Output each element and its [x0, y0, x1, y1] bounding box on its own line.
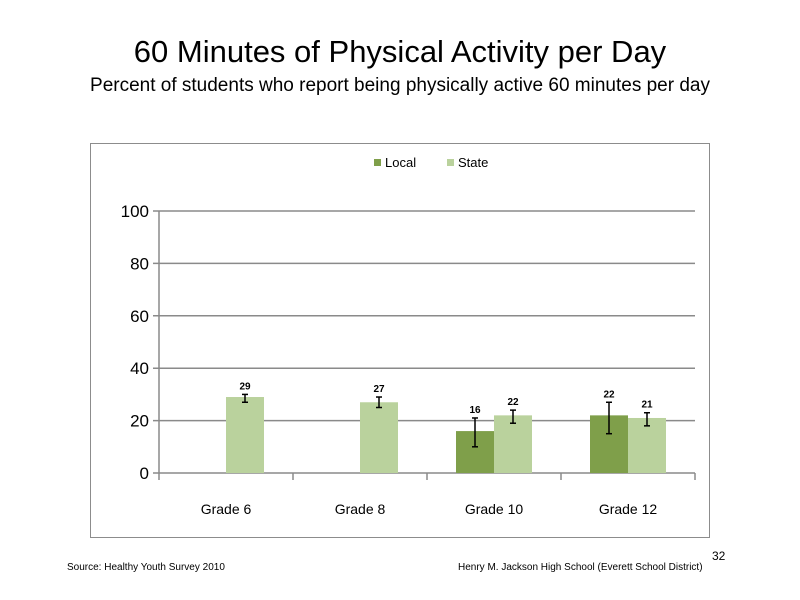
data-label: 27 — [373, 384, 385, 395]
y-tick-label: 20 — [130, 412, 149, 431]
data-label: 29 — [239, 381, 251, 392]
legend-swatch-state — [447, 159, 454, 166]
slide-title: 60 Minutes of Physical Activity per Day — [133, 34, 667, 69]
bar-state — [226, 397, 264, 473]
legend-label-state: State — [458, 155, 488, 170]
slide-subtitle: Percent of students who report being phy… — [90, 75, 710, 96]
legend-label-local: Local — [385, 155, 416, 170]
x-tick-label: Grade 10 — [465, 501, 524, 517]
source-note: Source: Healthy Youth Survey 2010 — [67, 562, 225, 573]
data-label: 22 — [603, 389, 615, 400]
y-tick-label: 40 — [130, 359, 149, 378]
school-credit: Henry M. Jackson High School (Everett Sc… — [458, 562, 703, 573]
data-label: 22 — [507, 397, 519, 408]
bar-state — [494, 415, 532, 473]
data-label: 21 — [641, 400, 653, 411]
x-tick-label: Grade 12 — [599, 501, 658, 517]
bar-state — [628, 417, 666, 473]
slide-number: 32 — [712, 549, 726, 563]
x-tick-label: Grade 8 — [335, 501, 386, 517]
y-tick-label: 100 — [121, 202, 149, 221]
y-tick-label: 60 — [130, 307, 149, 326]
x-tick-label: Grade 6 — [201, 501, 252, 517]
bar-chart: 0 20 40 60 80 100 Grade 6 Grade 8 Grade 10 Grade … — [121, 155, 696, 517]
legend-swatch-local — [374, 159, 381, 166]
y-tick-label: 80 — [130, 254, 149, 273]
data-label: 16 — [469, 405, 481, 416]
bar-state — [360, 402, 398, 473]
y-tick-label: 0 — [140, 464, 149, 483]
chart-frame: 0 20 40 60 80 100 Grade 6 Grade 8 Grade 10 Grade … — [90, 143, 710, 538]
